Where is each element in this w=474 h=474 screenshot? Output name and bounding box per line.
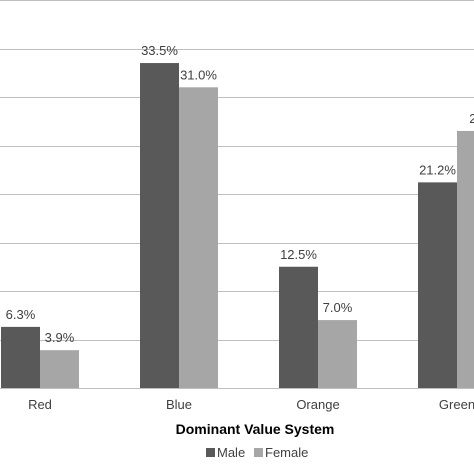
data-label-female-green: 26 <box>469 111 474 126</box>
bar-female-blue <box>179 87 218 389</box>
category-label-green: Green <box>439 397 474 412</box>
bars <box>1 63 474 389</box>
bar-male-red <box>1 326 40 388</box>
data-label-female-red: 3.9% <box>45 330 75 345</box>
bar-male-blue <box>140 63 179 389</box>
legend-label-female: Female <box>265 445 308 460</box>
category-label-blue: Blue <box>166 397 192 412</box>
category-label-red: Red <box>28 397 52 412</box>
legend-swatch-male <box>206 448 215 457</box>
data-label-male-green: 21.2% <box>419 162 456 177</box>
data-label-female-blue: 31.0% <box>180 67 217 82</box>
legend: Male Female <box>206 445 308 460</box>
data-label-male-red: 6.3% <box>6 307 36 322</box>
data-label-male-blue: 33.5% <box>141 43 178 58</box>
bar-female-red <box>40 350 79 388</box>
bar-female-green <box>457 130 474 388</box>
data-labels: 6.3% 3.9% 33.5%31.0% 12.5% 7.0% 21.2% 26 <box>6 43 474 345</box>
legend-label-male: Male <box>217 445 245 460</box>
category-label-orange: Orange <box>296 397 339 412</box>
x-axis-title: Dominant Value System <box>176 421 335 437</box>
bar-male-orange <box>279 266 318 388</box>
gridlines <box>0 0 474 389</box>
data-label-male-orange: 12.5% <box>280 247 317 262</box>
legend-swatch-female <box>254 448 263 457</box>
bar-male-green <box>418 182 457 388</box>
bar-female-orange <box>318 320 357 388</box>
category-labels: Red Blue Orange Green <box>28 397 474 412</box>
data-label-female-orange: 7.0% <box>323 300 353 315</box>
